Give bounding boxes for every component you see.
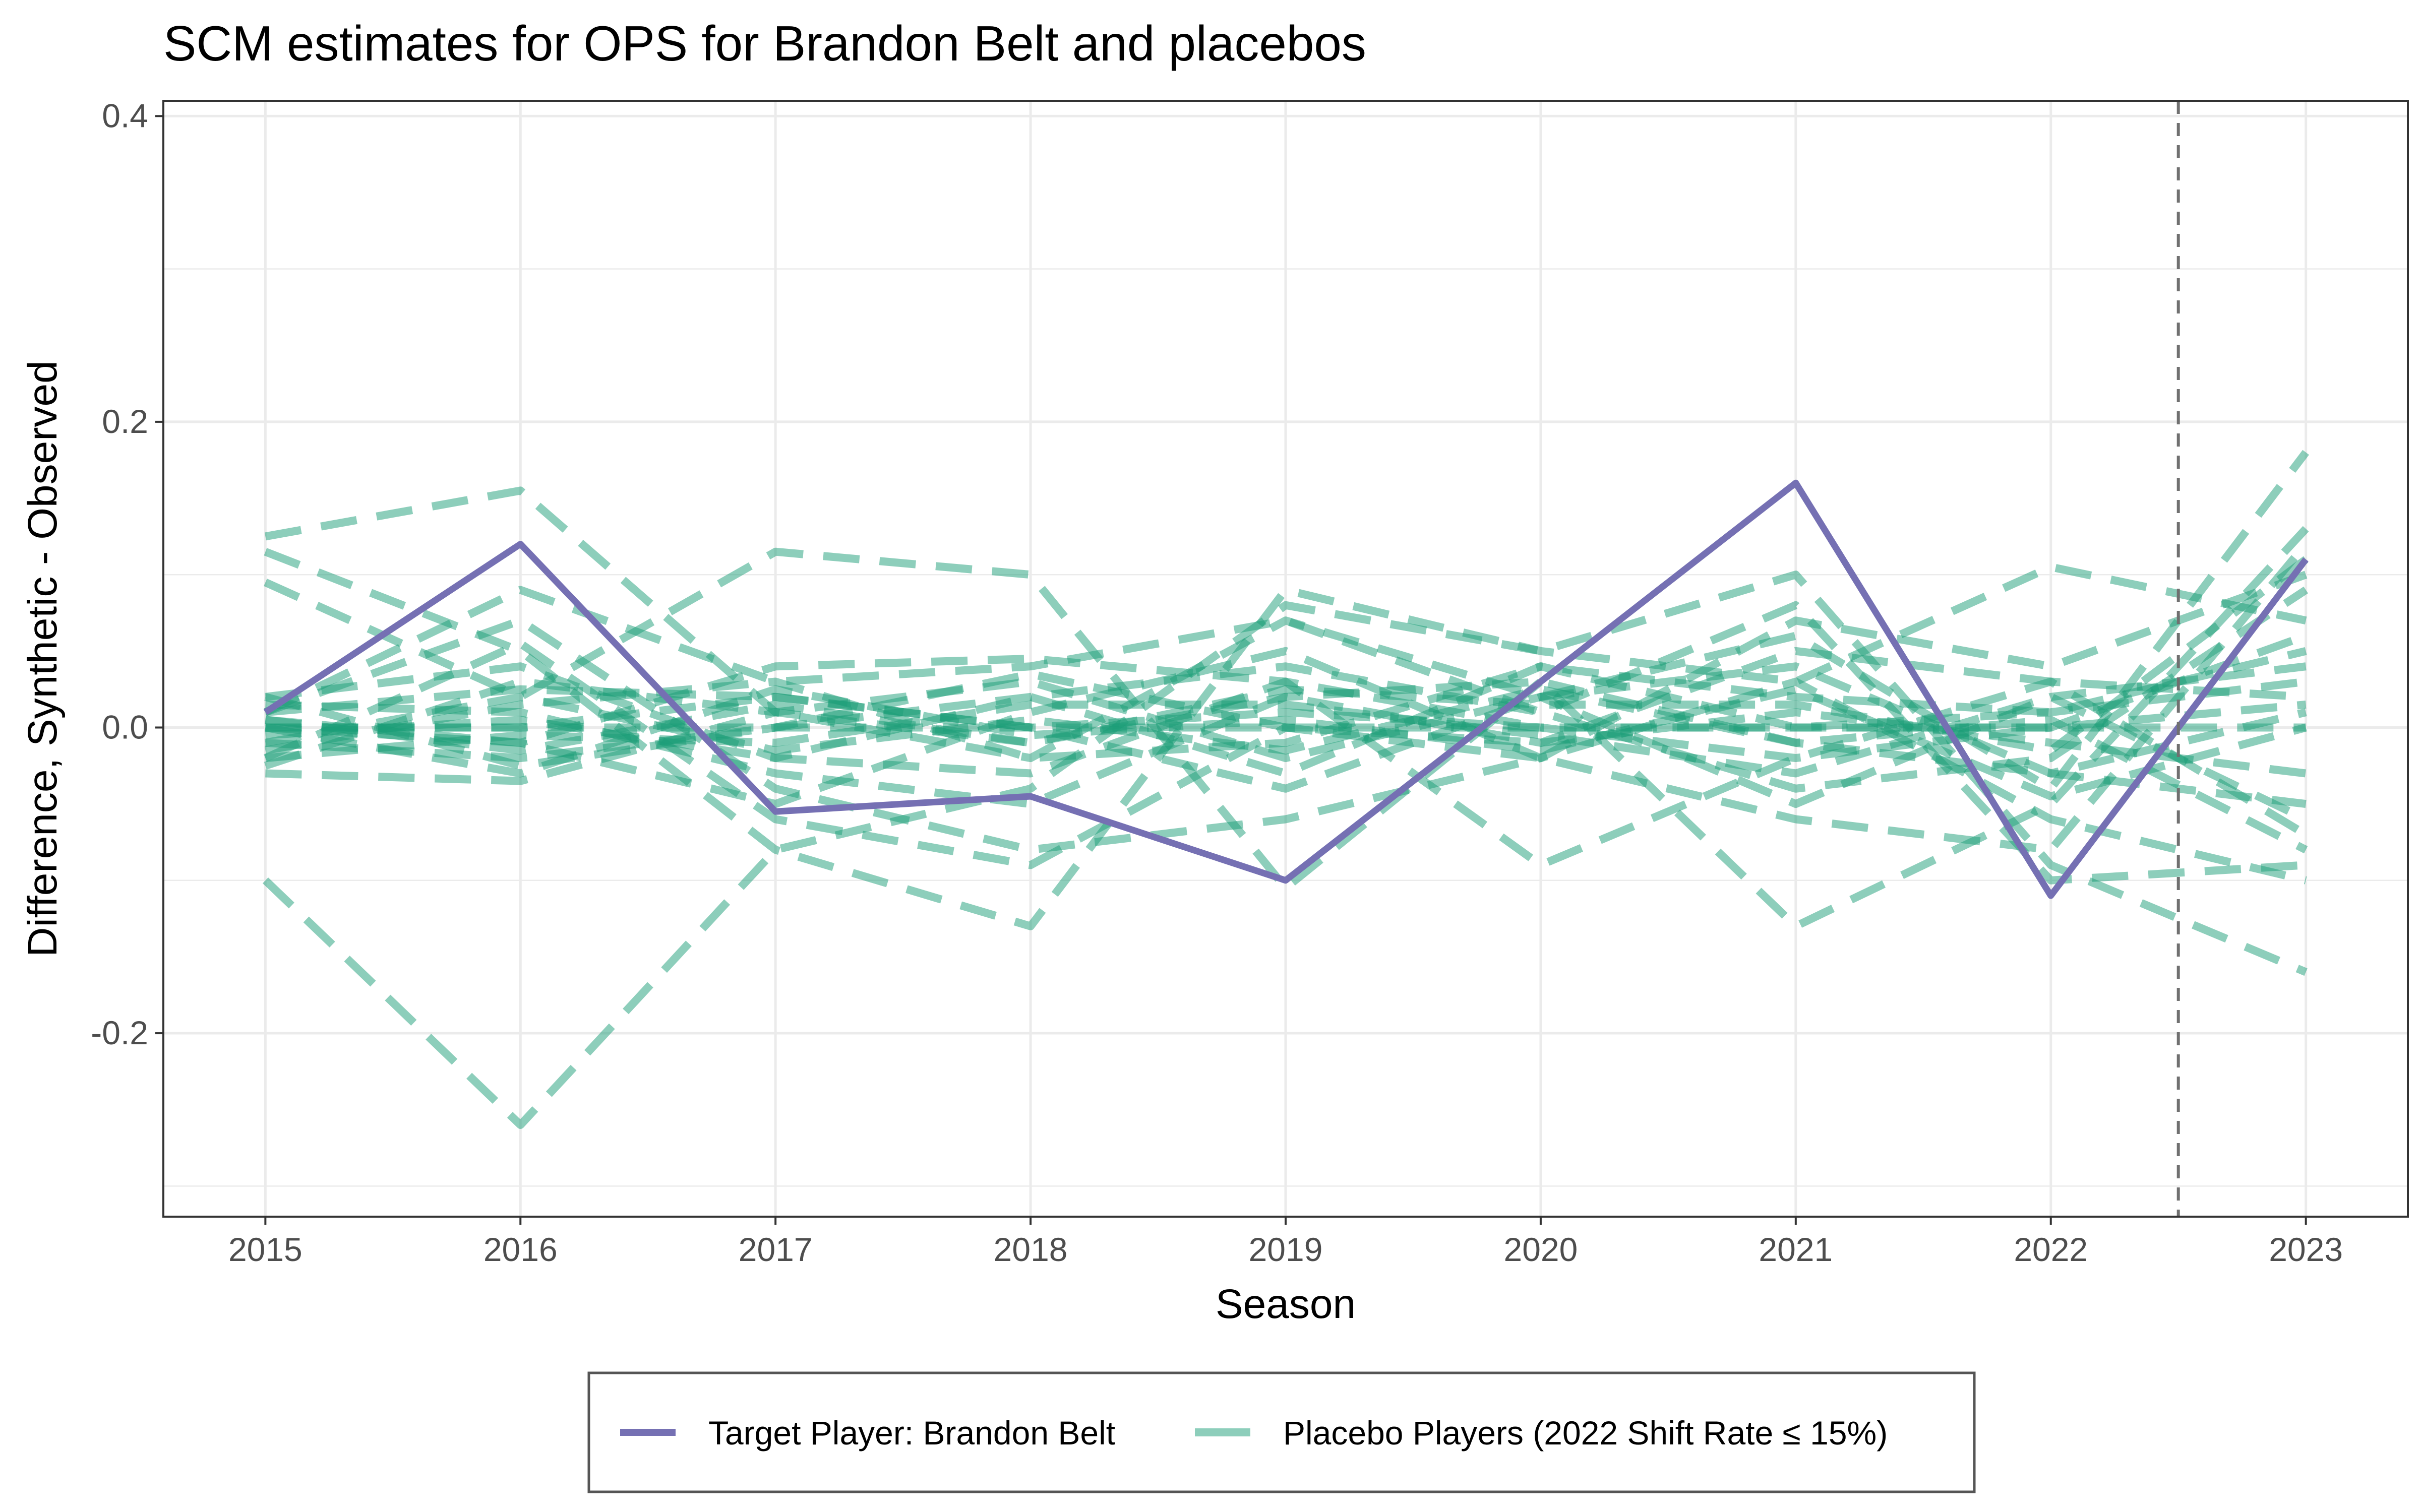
x-tick-label: 2017 (739, 1231, 813, 1268)
placebo-series-line (263, 586, 2307, 885)
x-tick-label: 2023 (2269, 1231, 2343, 1268)
target-series-group (263, 479, 2309, 899)
y-axis: 0.4 0.2 0.0 -0.2 (91, 97, 163, 1051)
y-axis-title: Difference, Synthetic - Observed (20, 360, 66, 957)
x-tick-label: 2021 (1759, 1231, 1833, 1268)
legend-label-placebo: Placebo Players (2022 Shift Rate ≤ 15%) (1283, 1414, 1888, 1452)
x-axis-title: Season (1216, 1281, 1356, 1327)
placebo-series-line (265, 647, 2307, 885)
placebo-series-line (264, 685, 2307, 800)
placebo-series-line (264, 526, 2309, 930)
legend-box (587, 1371, 1976, 1493)
y-tick-label: -0.2 (91, 1014, 148, 1051)
legend: Target Player: Brandon Belt Placebo Play… (587, 1371, 1976, 1493)
x-tick-label: 2016 (483, 1231, 558, 1268)
target-series-line (263, 479, 2309, 899)
placebo-series-line (264, 548, 2307, 930)
placebo-series-line (265, 662, 2307, 793)
y-tick-label: 0.2 (102, 403, 148, 440)
grid-lines (163, 101, 2408, 1217)
x-tick-label: 2022 (2014, 1231, 2088, 1268)
legend-label-target: Target Player: Brandon Belt (708, 1414, 1115, 1452)
chart-title: SCM estimates for OPS for Brandon Belt a… (163, 16, 1366, 71)
x-tick-label: 2020 (1503, 1231, 1578, 1268)
x-tick-label: 2019 (1249, 1231, 1323, 1268)
x-axis: 2015 2016 2017 2018 2019 2020 2021 2022 2023 (228, 1217, 2343, 1268)
placebo-series-line (265, 556, 2309, 754)
x-tick-label: 2015 (228, 1231, 302, 1268)
placebo-series-line (264, 685, 2308, 854)
y-tick-label: 0.0 (102, 708, 148, 745)
placebo-series-line (264, 662, 2307, 763)
x-tick-label: 2018 (994, 1231, 1068, 1268)
y-tick-label: 0.4 (102, 97, 148, 134)
placebo-series-line (262, 571, 2308, 1129)
placebo-series-line (264, 571, 2308, 854)
